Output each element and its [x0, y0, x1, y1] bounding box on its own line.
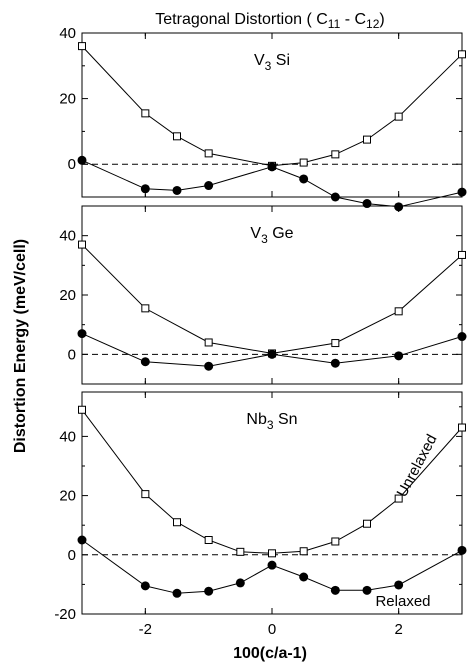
relaxed-point: [235, 578, 245, 588]
unrelaxed-point: [204, 338, 213, 347]
unrelaxed-point: [268, 549, 276, 558]
series-line-unrelaxed: [81, 45, 463, 167]
relaxed-point: [457, 187, 467, 197]
unrelaxed-point: [299, 547, 308, 556]
y-tick-label: 0: [68, 156, 76, 173]
unrelaxed-point: [299, 158, 308, 167]
unrelaxed-point: [363, 135, 371, 144]
relaxed-point: [267, 162, 277, 172]
relaxed-point: [330, 585, 340, 595]
unrelaxed-point: [331, 339, 340, 348]
panel-1: 0 20 40 V3 Si: [59, 25, 467, 212]
unrelaxed-point: [331, 537, 340, 546]
y-tick-label: 0: [68, 346, 76, 363]
unrelaxed-point: [173, 132, 181, 141]
relaxed-point: [172, 185, 182, 195]
relaxed-point: [394, 351, 404, 361]
unrelaxed-point: [331, 150, 340, 159]
relaxed-point: [267, 560, 277, 570]
unrelaxed-point: [394, 494, 403, 503]
relaxed-point: [299, 174, 309, 184]
unrelaxed-point: [394, 307, 403, 316]
x-tick-label: 0: [268, 621, 276, 638]
unrelaxed-point: [141, 109, 150, 118]
unrelaxed-point: [141, 490, 150, 499]
y-tick-label: 0: [68, 547, 76, 564]
unrelaxed-point: [394, 112, 403, 121]
panel-label: Nb3 Sn: [246, 411, 297, 432]
series-line-unrelaxed: [81, 244, 463, 354]
y-tick-label: 20: [59, 488, 76, 505]
unrelaxed-point: [173, 518, 181, 527]
y-tick-label: 40: [59, 25, 76, 42]
unrelaxed-point: [204, 149, 213, 158]
y-tick-label: 20: [59, 287, 76, 304]
x-tick-label: 2: [394, 621, 402, 638]
relaxed-point: [330, 358, 340, 368]
panel-label: V3 Ge: [250, 225, 293, 246]
panel-2: 0 20 40 V3 Ge: [59, 205, 467, 385]
unrelaxed-point: [363, 519, 371, 528]
unrelaxed-point: [204, 536, 213, 544]
unrelaxed-point: [78, 240, 86, 249]
y-tick-label: -20: [54, 606, 76, 623]
relaxed-point: [172, 588, 182, 598]
unrelaxed-point: [236, 547, 245, 556]
panel-label: V3 Si: [254, 52, 290, 73]
relaxed-point: [204, 586, 214, 596]
relaxed-point: [457, 332, 467, 342]
unrelaxed-point: [78, 405, 86, 414]
series-line-relaxed: [81, 159, 463, 208]
x-axis-label: 100(c/a-1): [233, 645, 307, 662]
y-tick-label: 40: [59, 228, 76, 245]
relaxed-point: [77, 329, 87, 339]
relaxed-point: [140, 357, 150, 367]
chart-title: Tetragonal Distortion ( C11 - C12): [155, 11, 384, 31]
x-tick-label: -2: [139, 621, 152, 638]
annotation-unrelaxed: Unrelaxed: [393, 432, 440, 500]
relaxed-point: [140, 184, 150, 194]
annotation-relaxed: Relaxed: [375, 593, 430, 610]
relaxed-point: [330, 192, 340, 202]
unrelaxed-point: [458, 50, 466, 59]
unrelaxed-point: [78, 42, 86, 51]
relaxed-point: [140, 581, 150, 591]
unrelaxed-point: [458, 423, 466, 432]
relaxed-point: [77, 155, 87, 165]
relaxed-point: [204, 181, 214, 191]
relaxed-point: [204, 361, 214, 371]
relaxed-point: [77, 535, 87, 545]
y-axis-label: Distortion Energy (meV/cell): [12, 239, 29, 453]
relaxed-point: [457, 545, 467, 555]
y-tick-label: 20: [59, 91, 76, 108]
relaxed-point: [362, 199, 372, 209]
relaxed-point: [267, 349, 277, 359]
relaxed-point: [299, 572, 309, 582]
unrelaxed-point: [141, 304, 150, 313]
y-tick-label: 40: [59, 428, 76, 445]
relaxed-point: [362, 585, 372, 595]
relaxed-point: [394, 580, 404, 590]
unrelaxed-point: [458, 250, 466, 259]
